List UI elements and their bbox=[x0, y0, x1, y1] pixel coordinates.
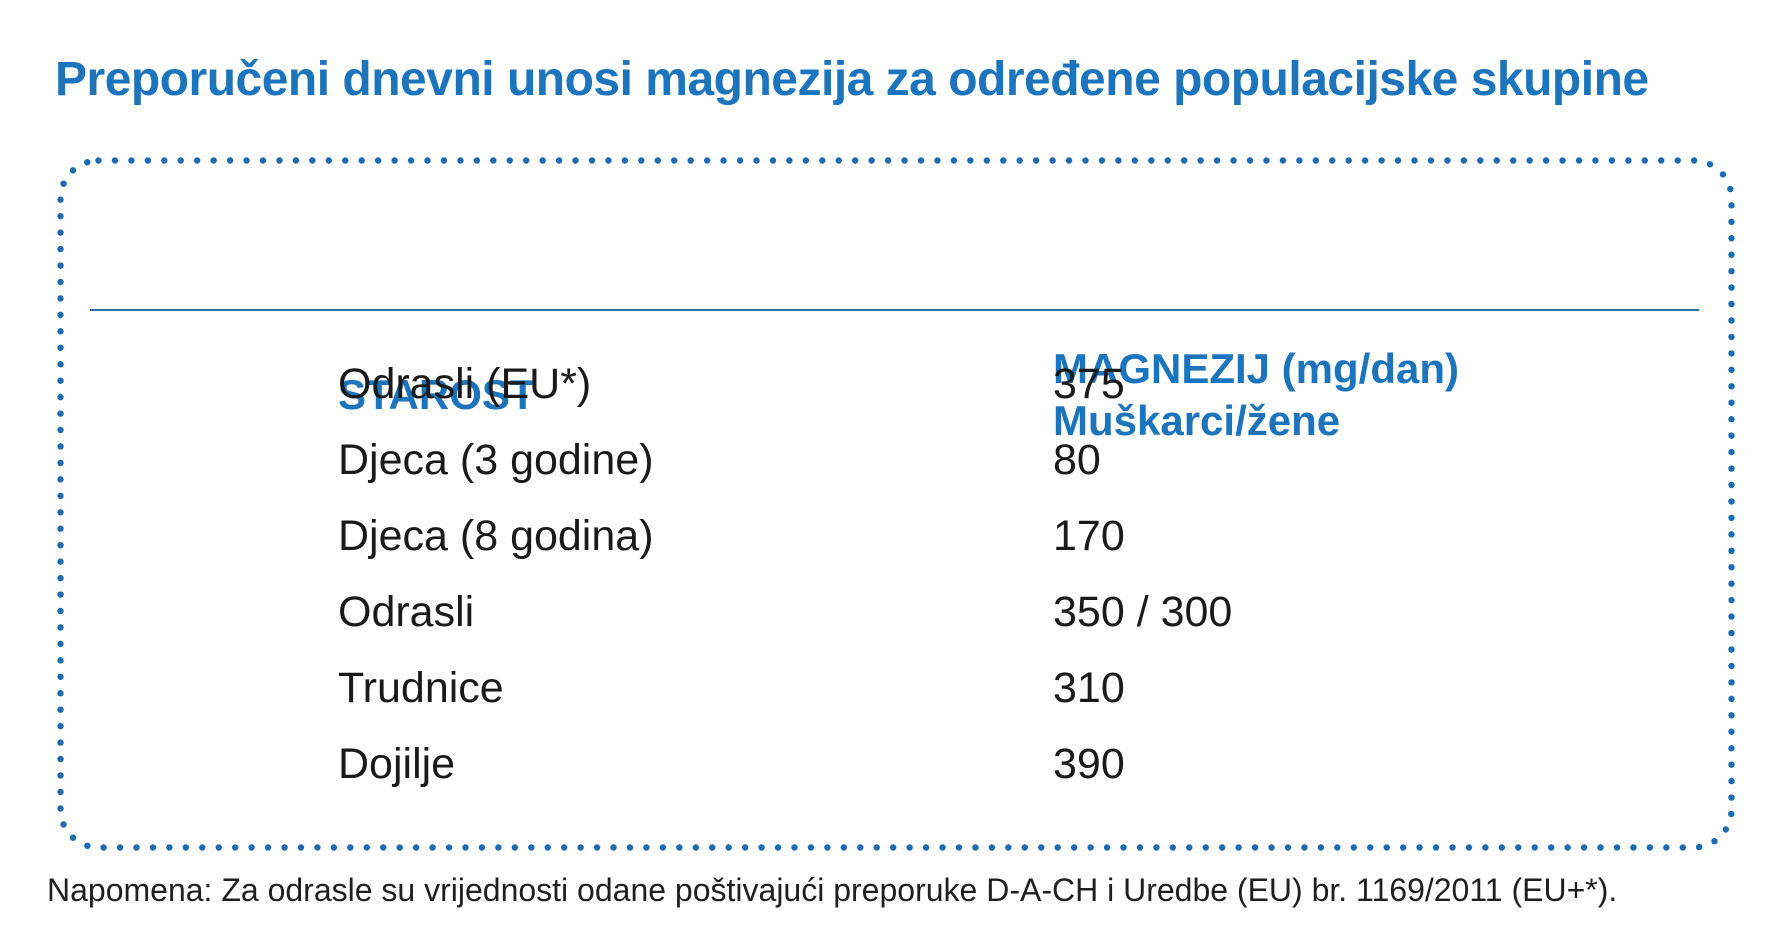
row-value: 170 bbox=[1053, 511, 1125, 560]
intake-table-panel: STAROST MAGNEZIJ (mg/dan) Muškarci/žene … bbox=[57, 157, 1735, 851]
table-row: Dojilje 390 bbox=[57, 726, 1735, 802]
table-row: Odrasli 350 / 300 bbox=[57, 574, 1735, 650]
row-value: 310 bbox=[1053, 663, 1125, 712]
row-label: Odrasli bbox=[338, 587, 475, 636]
table-rows: Odrasli (EU*) 375 Djeca (3 godine) 80 Dj… bbox=[57, 346, 1735, 802]
page-title: Preporučeni dnevni unosi magnezija za od… bbox=[55, 53, 1649, 106]
column-header-magnezij-line1: MAGNEZIJ (mg/dan) bbox=[1053, 345, 1459, 392]
row-label: Djeca (8 godina) bbox=[338, 511, 654, 560]
row-label: Trudnice bbox=[338, 663, 504, 712]
row-value: 80 bbox=[1053, 435, 1101, 484]
footnote: Napomena: Za odrasle su vrijednosti odan… bbox=[47, 872, 1618, 908]
row-value: 390 bbox=[1053, 739, 1125, 788]
row-value: 375 bbox=[1053, 359, 1125, 408]
table-row: Djeca (8 godina) 170 bbox=[57, 498, 1735, 574]
row-label: Dojilje bbox=[338, 739, 456, 788]
column-header-magnezij-line2: Muškarci/žene bbox=[1053, 397, 1341, 444]
column-header-starost: STAROST bbox=[338, 371, 536, 418]
row-label: Odrasli (EU*) bbox=[338, 359, 592, 408]
header-divider-line bbox=[90, 309, 1699, 311]
table-row: Trudnice 310 bbox=[57, 650, 1735, 726]
row-label: Djeca (3 godine) bbox=[338, 435, 654, 484]
column-header-magnezij: MAGNEZIJ (mg/dan) Muškarci/žene bbox=[1053, 343, 1459, 447]
row-value: 350 / 300 bbox=[1053, 587, 1233, 636]
dotted-border bbox=[57, 157, 1735, 851]
table-row: Djeca (3 godine) 80 bbox=[57, 422, 1735, 498]
table-row: Odrasli (EU*) 375 bbox=[57, 346, 1735, 422]
